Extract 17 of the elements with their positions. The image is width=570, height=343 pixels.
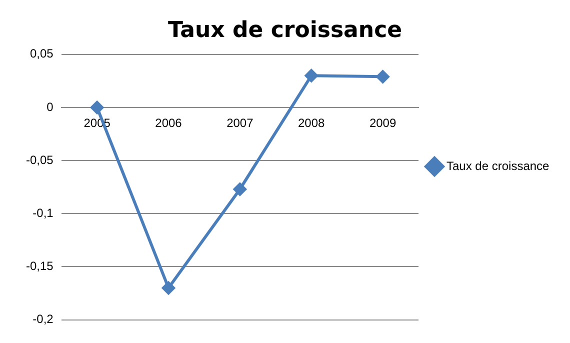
y-tick-label: -0,15: [26, 259, 54, 274]
x-tick-label: 2008: [298, 116, 326, 130]
x-tick-label: 2009: [369, 116, 396, 130]
y-tick-label: -0,2: [32, 312, 54, 326]
y-tick-label: 0,05: [30, 46, 54, 61]
y-tick-label: 0: [46, 100, 54, 114]
point: [376, 70, 390, 84]
y-tick-label: -0,05: [26, 152, 54, 167]
point: [90, 100, 104, 114]
y-tick-label: -0,1: [32, 206, 54, 220]
x-tick-label: 2007: [226, 116, 254, 130]
legend-label: Taux de croissance: [446, 158, 550, 173]
chart-title: Taux de croissance: [168, 18, 402, 43]
x-tick-label: 2006: [155, 116, 182, 130]
point: [233, 182, 246, 196]
point: [304, 69, 318, 82]
point: [162, 281, 175, 294]
